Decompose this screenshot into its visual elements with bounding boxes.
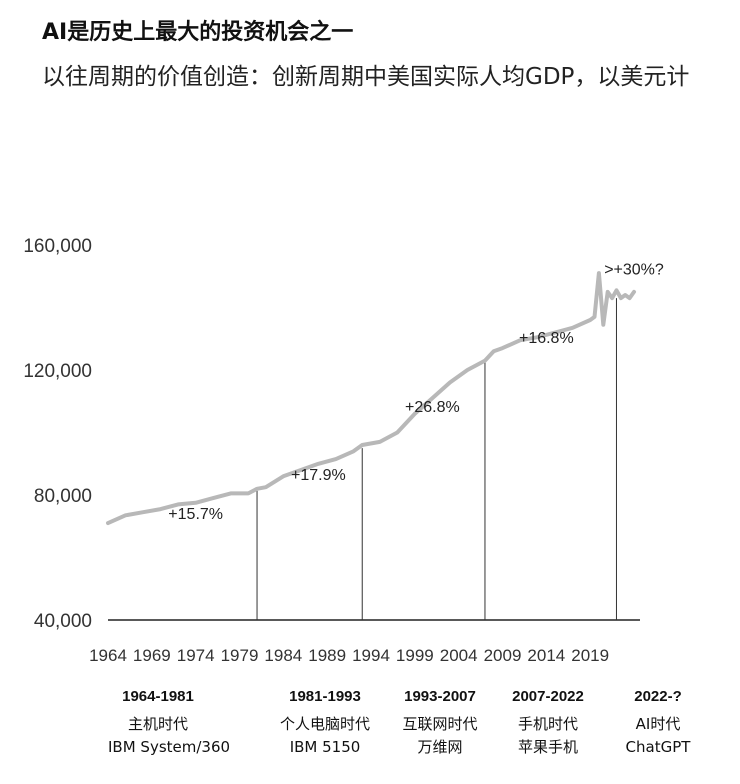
y-tick-label: 80,000 [34, 486, 92, 507]
y-tick-label: 160,000 [23, 236, 92, 257]
growth-annotation: +15.7% [168, 506, 223, 523]
era-range: 2007-2022 [512, 688, 584, 705]
x-tick-label: 1994 [352, 646, 390, 665]
x-tick-label: 2009 [484, 646, 522, 665]
era-name: 主机时代 [127, 715, 188, 733]
era-range: 1981-1993 [289, 688, 361, 705]
era-range: 1993-2007 [404, 688, 476, 705]
era-name: 个人电脑时代 [279, 715, 370, 733]
line-chart: 160,000 120,000 80,000 40,000 1964 1969 1974 19… [23, 236, 664, 665]
era-name: AI时代 [635, 715, 681, 733]
era-name: 手机时代 [517, 715, 578, 733]
x-tick-label: 2019 [571, 646, 609, 665]
era-example: ChatGPT [625, 738, 691, 756]
y-tick-label: 120,000 [23, 361, 92, 382]
gdp-series-line [106, 271, 636, 526]
era-internet: 1993-2007 互联网时代 万维网 [388, 688, 492, 759]
era-example: 万维网 [417, 738, 463, 756]
growth-annotation: >+30%? [604, 262, 664, 279]
era-mainframe: 1964-1981 主机时代 IBM System/360 [108, 688, 231, 759]
x-tick-label: 1969 [133, 646, 171, 665]
x-tick-label: 1979 [221, 646, 259, 665]
x-tick-label: 1999 [396, 646, 434, 665]
growth-annotation: +16.8% [519, 330, 574, 347]
x-tick-label: 1984 [264, 646, 302, 665]
era-ai: 2022-? AI时代 ChatGPT [616, 688, 700, 759]
era-range: 1964-1981 [122, 688, 194, 705]
x-tick-label: 2014 [527, 646, 565, 665]
x-tick-label: 1989 [308, 646, 346, 665]
x-tick-label: 1974 [177, 646, 215, 665]
era-pc: 1981-1993 个人电脑时代 IBM 5150 [266, 688, 384, 759]
x-tick-label: 2004 [440, 646, 478, 665]
growth-annotation: +17.9% [291, 467, 346, 484]
growth-annotation: +26.8% [405, 399, 460, 416]
x-tick-label: 1964 [89, 646, 127, 665]
era-name: 互联网时代 [402, 715, 478, 733]
y-tick-label: 40,000 [34, 611, 92, 632]
era-example: IBM System/360 [108, 738, 231, 756]
era-example: 苹果手机 [517, 738, 578, 756]
chart-title: AI是历史上最大的投资机会之一 [42, 20, 354, 45]
chart-subtitle: 以往周期的价值创造：创新周期中美国实际人均GDP，以美元计 [42, 64, 690, 90]
era-example: IBM 5150 [289, 738, 361, 756]
era-range: 2022-? [634, 688, 682, 705]
era-mobile: 2007-2022 手机时代 苹果手机 [500, 688, 596, 759]
